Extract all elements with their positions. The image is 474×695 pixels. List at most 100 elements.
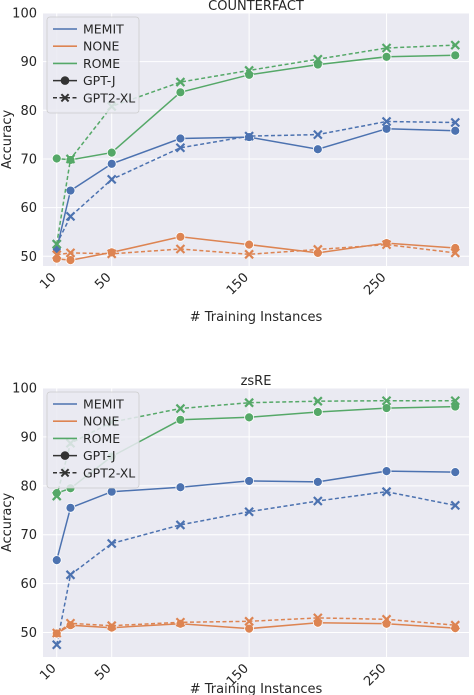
data-point <box>106 538 117 549</box>
data-point <box>313 613 323 623</box>
point-stroke <box>51 628 62 638</box>
series-line <box>56 617 456 634</box>
point-stroke <box>313 129 323 140</box>
data-point <box>175 414 186 425</box>
point-stroke <box>381 239 392 250</box>
data-point <box>244 506 254 517</box>
point-stroke <box>450 248 461 258</box>
point-stroke <box>381 395 392 406</box>
point-stroke <box>313 496 323 506</box>
data-point <box>450 467 461 478</box>
point-stroke <box>65 618 76 629</box>
legend-label: GPT-J <box>83 73 116 88</box>
point-stroke <box>450 620 461 630</box>
point-stroke <box>450 117 461 128</box>
data-point <box>312 144 323 155</box>
data-point <box>106 620 117 631</box>
data-point <box>175 87 186 98</box>
legend-box <box>46 16 140 114</box>
point-stroke <box>450 40 461 50</box>
data-point <box>313 496 323 506</box>
y-axis-label: Accuracy <box>0 493 15 553</box>
point-stroke <box>106 620 117 631</box>
legend-label: ROME <box>83 431 120 446</box>
legend-label: MEMIT <box>83 397 124 412</box>
data-point <box>381 51 392 62</box>
data-point <box>450 117 461 128</box>
data-point <box>381 239 392 250</box>
series-rome-gpt-j <box>51 50 461 165</box>
data-point <box>175 77 186 87</box>
series-line <box>55 128 456 250</box>
x-axis-label: # Training Instances <box>190 682 323 695</box>
data-point <box>175 617 186 628</box>
legend-marker <box>60 451 70 460</box>
point-stroke <box>244 131 254 141</box>
point-stroke <box>244 397 254 408</box>
point-stroke <box>65 211 76 222</box>
point-stroke <box>51 239 62 249</box>
chart-title: COUNTERFACT <box>208 0 304 14</box>
point-stroke <box>175 77 186 87</box>
point-stroke <box>381 614 392 625</box>
point-stroke <box>313 613 323 623</box>
data-point <box>450 50 461 61</box>
data-point <box>312 407 323 417</box>
data-point <box>65 154 76 164</box>
legend-marker <box>60 93 70 103</box>
x-tick-label: 150 <box>224 270 252 298</box>
y-tick-label: 90 <box>20 55 37 70</box>
point-stroke <box>106 249 117 259</box>
y-tick-label: 50 <box>20 626 37 641</box>
point-stroke <box>175 244 186 254</box>
data-point <box>65 211 76 222</box>
data-point <box>65 248 76 258</box>
point-stroke <box>175 520 186 530</box>
point-stroke <box>175 142 186 153</box>
data-point <box>450 40 461 50</box>
data-point <box>244 131 254 141</box>
point-stroke <box>450 395 461 406</box>
x-tick-label: 10 <box>37 270 59 292</box>
legend-marker <box>60 468 70 478</box>
y-axis-label: Accuracy <box>0 110 15 170</box>
data-point <box>65 570 76 580</box>
data-point <box>51 250 62 260</box>
point-stroke <box>450 500 461 511</box>
y-tick-label: 100 <box>12 382 37 397</box>
legend: MEMIT NONE ROME GPT-J GPT2-XL <box>46 391 140 489</box>
data-point <box>51 153 62 164</box>
x-axis-label: # Training Instances <box>190 310 323 325</box>
data-point <box>175 482 186 493</box>
point-stroke <box>381 486 392 497</box>
series-none-gpt2-xl <box>51 613 461 638</box>
data-point <box>51 491 62 501</box>
x-tick-label: 50 <box>92 661 114 683</box>
legend-label: GPT2-XL <box>83 90 135 105</box>
data-point <box>381 123 392 134</box>
data-point <box>106 174 117 185</box>
data-point <box>175 142 186 153</box>
point-stroke <box>175 617 186 628</box>
y-tick-label: 60 <box>20 577 37 592</box>
data-point <box>175 133 186 144</box>
data-point <box>381 116 392 127</box>
point-stroke <box>244 616 254 627</box>
data-point <box>106 249 117 259</box>
x-tick-label: 10 <box>37 661 59 683</box>
data-point <box>106 158 117 169</box>
y-tick-label: 70 <box>20 152 37 167</box>
data-point <box>313 129 323 140</box>
data-point <box>51 239 62 249</box>
legend-label: GPT-J <box>83 448 116 463</box>
data-point <box>381 486 392 497</box>
point-stroke <box>313 54 323 64</box>
data-point <box>244 412 255 423</box>
series-line <box>56 622 456 635</box>
data-point <box>65 185 76 196</box>
point-stroke <box>244 249 254 260</box>
legend: MEMIT NONE ROME GPT-J GPT2-XL <box>46 16 140 114</box>
series-line <box>56 120 456 245</box>
